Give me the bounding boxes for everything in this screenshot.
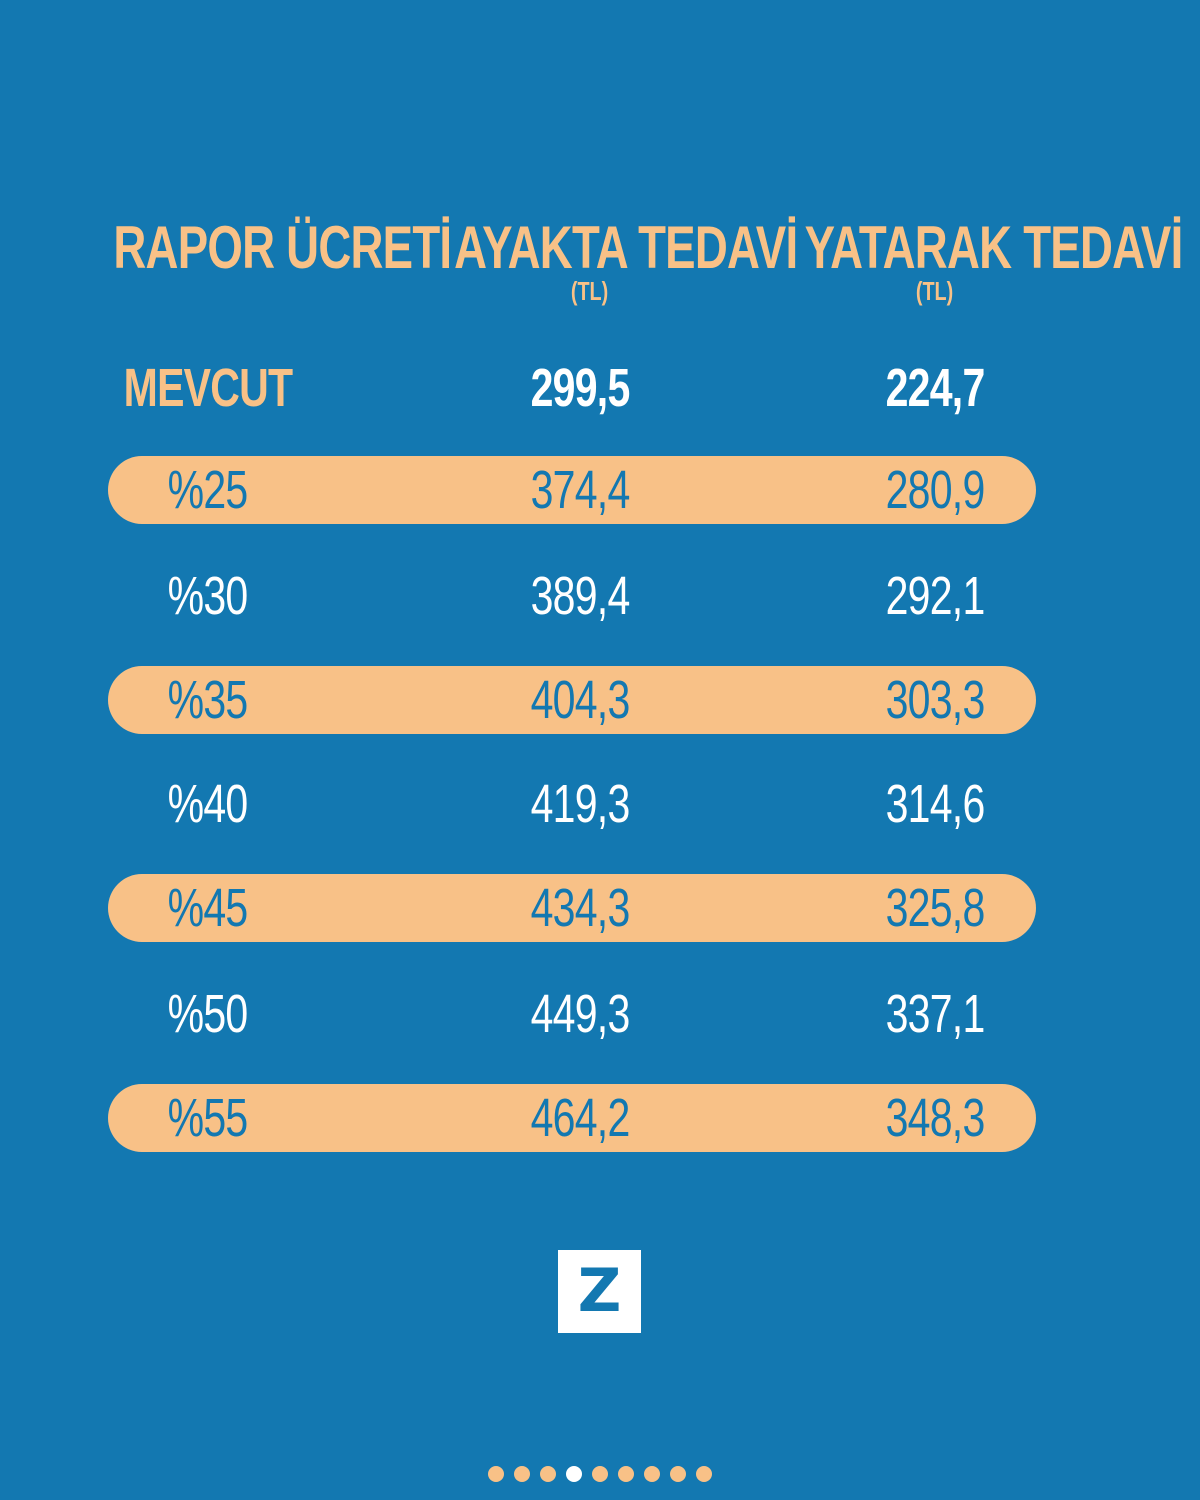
row-label: %55 [168,1088,249,1148]
table-row: %40 419,3 314,6 [108,770,1036,838]
table-row: %50 449,3 337,1 [108,980,1036,1048]
pagination-dot[interactable] [696,1466,712,1482]
pagination-dot[interactable] [670,1466,686,1482]
ayakta-value: 464,2 [531,1088,631,1148]
row-label: %40 [168,774,249,834]
yatarak-value: 303,3 [886,670,986,730]
pagination-dot[interactable] [488,1466,504,1482]
row-label: %25 [168,460,249,520]
yatarak-value: 280,9 [886,460,986,520]
yatarak-value: 348,3 [886,1088,986,1148]
table-row: %25 374,4 280,9 [108,456,1036,524]
table-row: %35 404,3 303,3 [108,666,1036,734]
table-row: %55 464,2 348,3 [108,1084,1036,1152]
header-ayakta-tedavi: AYAKTA TEDAVİ (TL) [454,214,798,306]
ayakta-value: 374,4 [531,460,631,520]
header-yatarak-tedavi: YATARAK TEDAVİ (TL) [804,214,1184,306]
yatarak-value: 314,6 [886,774,986,834]
pagination-dot[interactable] [592,1466,608,1482]
yatarak-value: 224,7 [886,358,986,418]
row-label: %35 [168,670,249,730]
pagination-dot[interactable] [540,1466,556,1482]
z-logo-icon: Z [558,1250,641,1333]
pagination-dots [0,1466,1200,1482]
ayakta-value: 299,5 [531,358,631,418]
row-label: %30 [168,566,249,626]
table-row: %45 434,3 325,8 [108,874,1036,942]
header-rapor-ucreti: RAPOR ÜCRETİ [113,214,452,281]
yatarak-value: 292,1 [886,566,986,626]
pagination-dot[interactable] [514,1466,530,1482]
table-row: %30 389,4 292,1 [108,562,1036,630]
row-label: %45 [168,878,249,938]
yatarak-value: 337,1 [886,984,986,1044]
ayakta-value: 389,4 [531,566,631,626]
ayakta-value: 404,3 [531,670,631,730]
ayakta-value: 449,3 [531,984,631,1044]
pagination-dot-active[interactable] [566,1466,582,1482]
row-label: MEVCUT [123,358,293,418]
yatarak-value: 325,8 [886,878,986,938]
ayakta-value: 419,3 [531,774,631,834]
ayakta-value: 434,3 [531,878,631,938]
pagination-dot[interactable] [618,1466,634,1482]
row-label: %50 [168,984,249,1044]
table-row: MEVCUT 299,5 224,7 [108,354,1036,422]
pagination-dot[interactable] [644,1466,660,1482]
